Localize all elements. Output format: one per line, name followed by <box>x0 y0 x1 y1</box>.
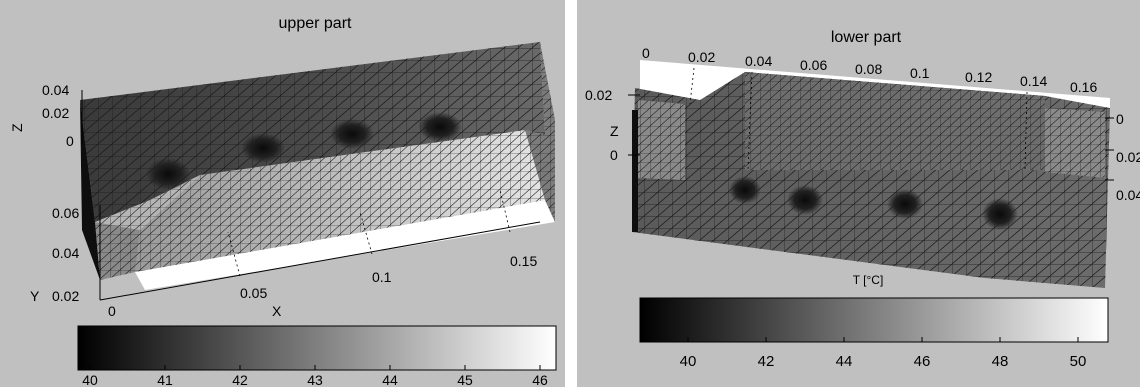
hotspot <box>787 185 823 215</box>
z-tick: 0 <box>610 147 618 163</box>
colorbar-tick-label: 45 <box>457 372 473 387</box>
lower-part-panel: lower part 0 0.02 0.04 0.06 0.08 0.1 0.1… <box>577 0 1140 387</box>
right-inner-face-mesh <box>1045 108 1105 178</box>
bottom-face <box>135 200 555 290</box>
colorbar <box>77 325 557 371</box>
lower-part-title: lower part <box>831 29 902 46</box>
x-tick: 0.1 <box>372 269 392 285</box>
hotspot <box>418 112 462 142</box>
top-face-mesh <box>80 42 545 222</box>
front-face-mesh <box>135 130 545 272</box>
y-tick: 0.02 <box>52 288 79 304</box>
upper-part-title: upper part <box>279 15 352 32</box>
x-tick: 0.1 <box>910 65 930 81</box>
colorbar-tick-label: 46 <box>914 353 931 370</box>
colorbar-tick-label: 50 <box>1070 353 1087 370</box>
colorbar-tick-label: 43 <box>307 372 323 387</box>
x-tick: 0 <box>642 45 650 61</box>
hotspot <box>146 158 190 190</box>
x-axis-line <box>99 221 541 301</box>
x-tick: 0.06 <box>800 57 827 73</box>
z-axis-label: Z <box>9 123 25 132</box>
left-side-face <box>80 100 100 280</box>
colorbar-ticks <box>687 337 1079 342</box>
grid-line <box>1024 91 1028 171</box>
x-tick: 0.05 <box>240 285 267 301</box>
colorbar-tick-label: 42 <box>232 372 248 387</box>
colorbar-tick-label: 46 <box>532 372 548 387</box>
grid-line <box>359 211 373 255</box>
colorbar-tick-label: 41 <box>157 372 173 387</box>
colorbar-tick-label: 44 <box>836 353 853 370</box>
colorbar-ticks <box>89 365 541 370</box>
right-end-face-mesh <box>525 42 555 222</box>
hotspot <box>330 119 374 149</box>
z-tick: 0.02 <box>42 105 69 121</box>
inner-wall-mesh <box>745 72 1045 170</box>
colorbar-tick-label: 40 <box>680 353 697 370</box>
colorbar-tick-label: 44 <box>382 372 398 387</box>
y-tick: 0.06 <box>52 205 79 221</box>
x-tick: 0.15 <box>510 253 537 269</box>
y-axis-label: Y <box>30 288 40 304</box>
colorbar-tick-label: 40 <box>82 372 98 387</box>
x-tick: 0.12 <box>965 69 992 85</box>
grid-line <box>499 189 511 233</box>
y-tick: 0.04 <box>1116 187 1140 203</box>
panel-divider <box>565 0 577 387</box>
x-tick: 0.16 <box>1070 79 1097 95</box>
z-tick: 0.02 <box>585 87 612 103</box>
upper-part-panel: upper part 0.04 0.02 0 Z <box>0 0 565 388</box>
x-tick: 0.08 <box>855 61 882 77</box>
z-axis-label: Z <box>610 123 619 139</box>
y-tick: 0.02 <box>1116 149 1140 165</box>
left-edge <box>632 110 638 232</box>
grid-line <box>689 67 695 105</box>
colorbar <box>639 297 1109 343</box>
hotspot <box>982 198 1018 230</box>
hotspot <box>241 133 285 163</box>
colorbar-label: T [°C] <box>853 273 884 287</box>
y-tick: 0.04 <box>52 245 79 261</box>
x-tick: 0.04 <box>745 53 772 69</box>
x-axis-label: X <box>272 303 282 319</box>
grid-line <box>747 71 753 171</box>
left-inner-face-mesh <box>638 100 685 180</box>
y-tick: 0 <box>1116 111 1124 127</box>
z-tick: 0.04 <box>42 82 69 98</box>
hotspot <box>887 189 923 219</box>
x-tick: 0.02 <box>688 49 715 65</box>
x-tick: 0.14 <box>1020 73 1047 89</box>
step-face-mesh <box>95 222 140 280</box>
colorbar-tick-label: 48 <box>992 353 1009 370</box>
colorbar-tick-label: 42 <box>758 353 775 370</box>
x-tick: 0 <box>108 303 116 319</box>
z-tick: 0 <box>66 133 74 149</box>
hotspot <box>729 176 761 204</box>
